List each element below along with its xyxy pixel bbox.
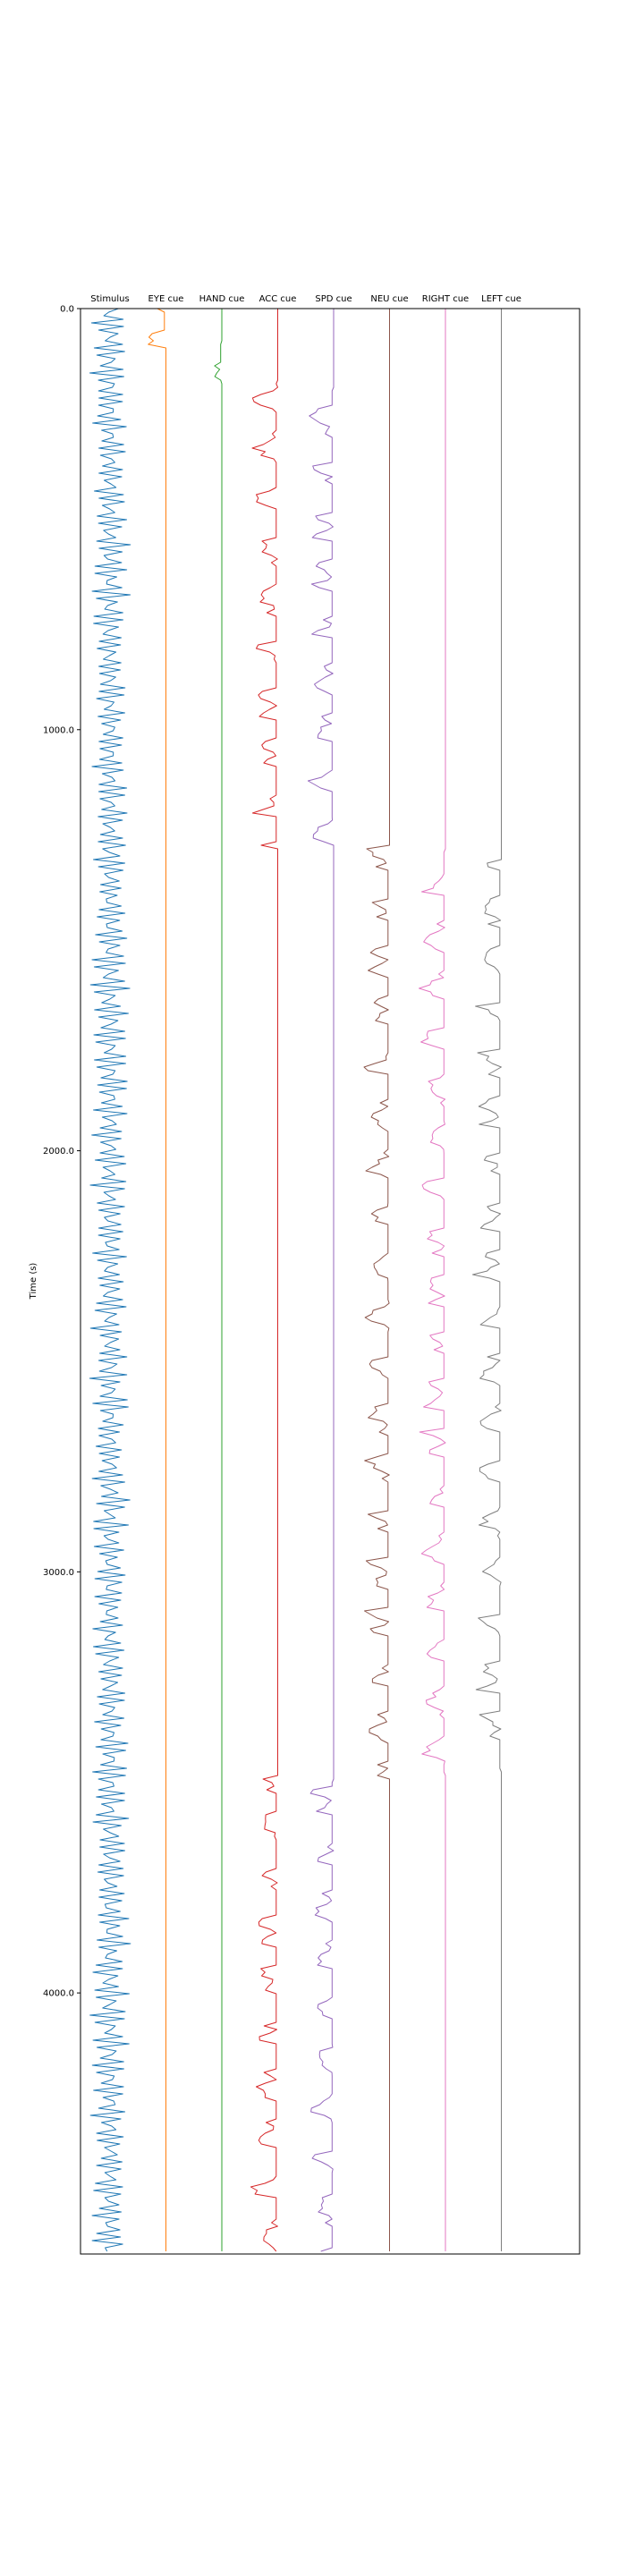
y-tick-label: 4000.0 xyxy=(43,1989,74,1999)
column-label-neu-cue: NEU cue xyxy=(370,294,408,304)
y-tick-label: 2000.0 xyxy=(43,1147,74,1157)
column-label-left-cue: LEFT cue xyxy=(481,294,521,304)
plot-area xyxy=(89,308,502,2252)
column-label-hand-cue: HAND cue xyxy=(199,294,245,304)
axes-frame xyxy=(80,308,580,2255)
y-axis: 0.0 1000.0 2000.0 3000.0 4000.0 xyxy=(43,305,80,1999)
series-line-left-cue xyxy=(472,309,502,2251)
y-tick-label: 1000.0 xyxy=(43,725,74,735)
y-tick-label: 0.0 xyxy=(60,305,74,315)
series-line-neu-cue xyxy=(363,309,390,2251)
series-line-stimulus xyxy=(89,308,131,2252)
column-label-right-cue: RIGHT cue xyxy=(422,294,469,304)
column-labels: Stimulus EYE cue HAND cue ACC cue SPD cue NEU… xyxy=(90,294,521,304)
y-axis-label: Time (s) xyxy=(29,1263,38,1301)
series-line-eye-cue xyxy=(148,308,166,2251)
series-line-hand-cue xyxy=(214,309,223,2251)
series-line-spd-cue xyxy=(307,309,335,2252)
column-label-spd-cue: SPD cue xyxy=(315,294,352,304)
series-line-acc-cue xyxy=(250,309,278,2252)
column-label-eye-cue: EYE cue xyxy=(148,294,184,304)
y-tick-label: 3000.0 xyxy=(43,1568,74,1578)
column-label-acc-cue: ACC cue xyxy=(259,294,297,304)
column-label-stimulus: Stimulus xyxy=(90,294,129,304)
series-line-right-cue xyxy=(419,309,446,2251)
